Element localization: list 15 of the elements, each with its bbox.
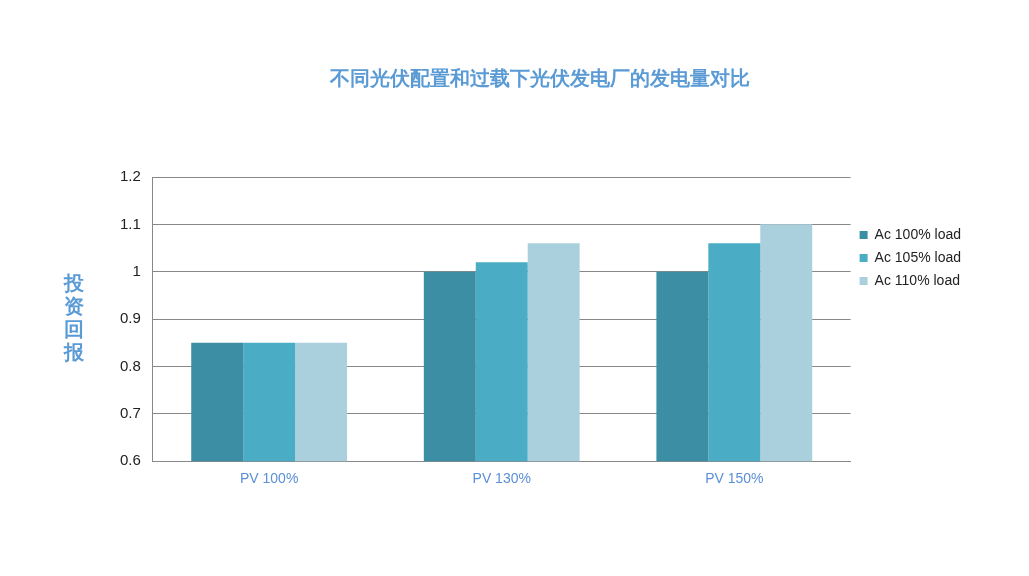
legend-label: Ac 105% load <box>874 248 962 265</box>
x-tick-label: PV 130% <box>472 470 531 487</box>
y-tick-label: 1.1 <box>119 214 141 232</box>
y-tick-label: 0.6 <box>119 451 141 469</box>
legend-label: Ac 100% load <box>874 225 962 242</box>
chart-title: 不同光伏配置和过载下光伏发电厂的发电量对比 <box>328 66 750 91</box>
x-tick-label: PV 100% <box>239 470 299 487</box>
y-tick-label: 0.7 <box>119 403 141 421</box>
x-tick-label: PV 150% <box>705 470 764 487</box>
y-tick-label: 0.8 <box>119 356 141 374</box>
legend-label: Ac 110% load <box>874 271 960 288</box>
y-tick-label: 1 <box>132 261 141 279</box>
y-tick-label: 0.9 <box>119 309 141 327</box>
y-axis-title: 投资回报 <box>63 270 85 364</box>
y-tick-label: 1.2 <box>119 167 141 185</box>
